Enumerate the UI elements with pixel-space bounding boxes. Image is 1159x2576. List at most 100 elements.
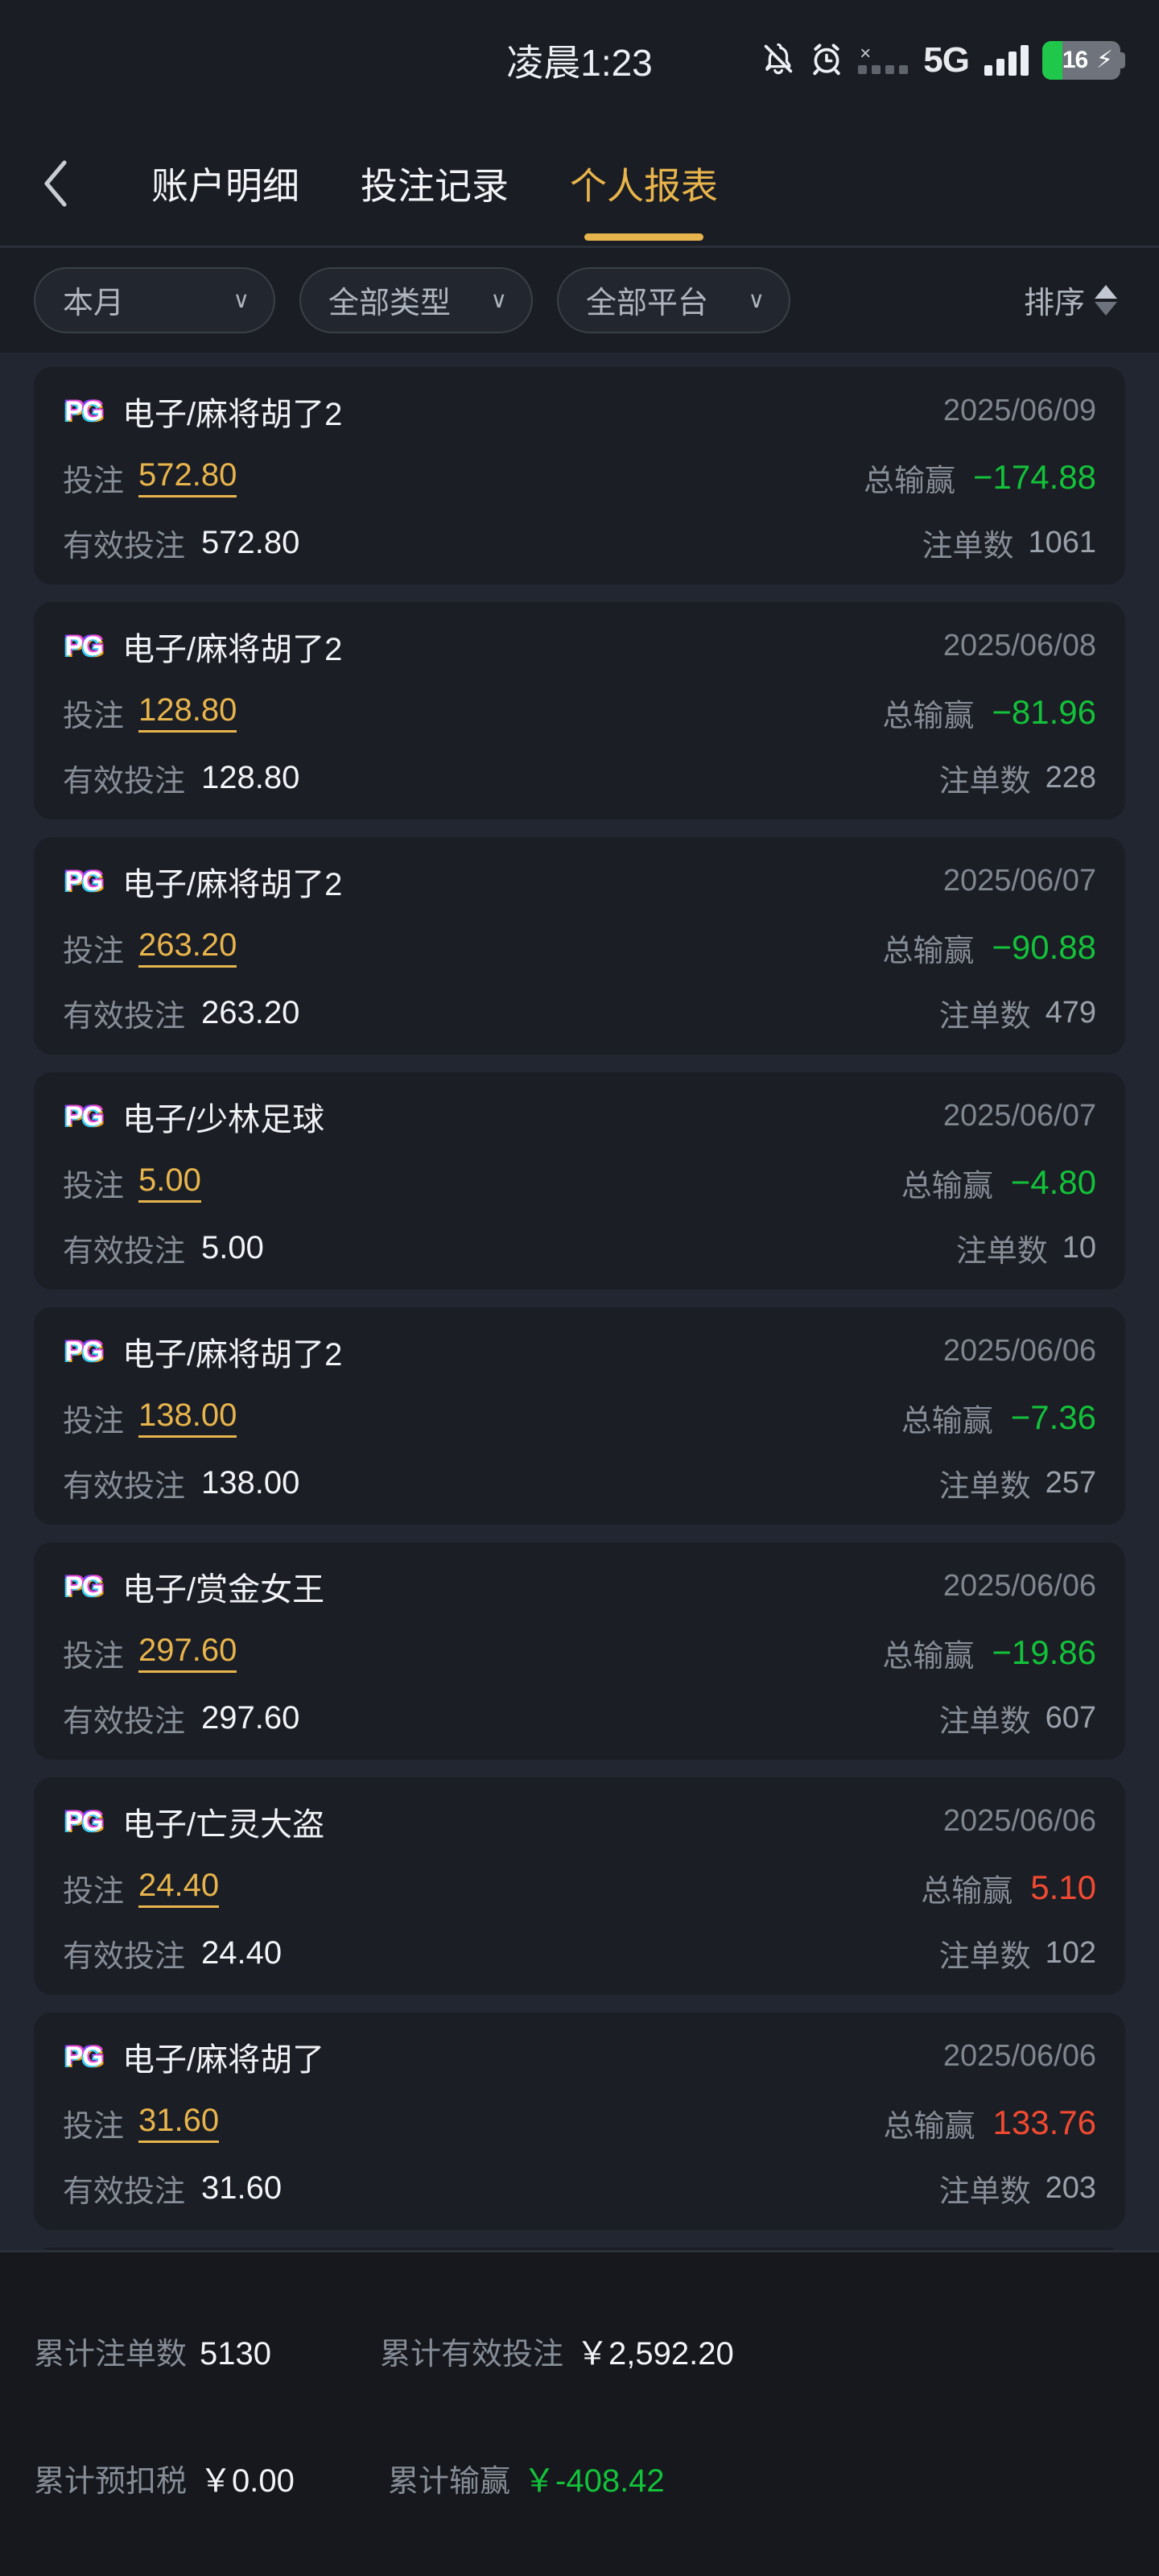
tab-personal-report[interactable]: 个人报表 xyxy=(539,121,749,246)
summary-total-win-loss: 累计输赢 ￥-408.42 xyxy=(388,2454,665,2501)
order-count-group: 注单数 1061 xyxy=(922,521,1096,565)
tab-label: 个人报表 xyxy=(570,164,718,207)
report-card-bet-row: 投注 5.00 总输赢 −4.80 xyxy=(63,1161,1096,1205)
filter-period-dropdown[interactable]: 本月 ∨ xyxy=(34,266,275,333)
bet-group: 投注 128.80 xyxy=(63,691,237,735)
order-count-group: 注单数 607 xyxy=(939,1696,1096,1740)
win-loss-group: 总输赢 −7.36 xyxy=(901,1396,1096,1440)
win-loss-group: 总输赢 −81.96 xyxy=(882,691,1096,735)
win-loss-group: 总输赢 133.76 xyxy=(884,2101,1096,2145)
report-card[interactable]: PG 电子/麻将胡了 2025/06/06 投注 31.60 总输赢 133.76 有效投注 3… xyxy=(34,2012,1125,2230)
summary-total-tax-label: 累计预扣税 xyxy=(34,2465,188,2499)
report-card-valid-row: 有效投注 5.00 注单数 10 xyxy=(63,1226,1096,1270)
tab-bet-record[interactable]: 投注记录 xyxy=(330,121,539,246)
valid-bet-group: 有效投注 24.40 xyxy=(63,1931,282,1975)
game-name: 电子/赏金女王 xyxy=(122,1571,325,1608)
filter-type-label: 全部类型 xyxy=(328,287,452,321)
bet-amount[interactable]: 31.60 xyxy=(138,2103,220,2144)
valid-bet-group: 有效投注 297.60 xyxy=(63,1696,299,1740)
report-card-bet-row: 投注 24.40 总输赢 5.10 xyxy=(63,1866,1096,1910)
summary-row-1: 累计注单数 5130 累计有效投注 ￥2,592.20 xyxy=(34,2327,1125,2374)
report-card[interactable]: PG 电子/少林足球 2025/06/07 投注 5.00 总输赢 −4.80 有效投注 5.0… xyxy=(34,1071,1125,1290)
filter-platform-label: 全部平台 xyxy=(586,287,709,321)
report-card-valid-row: 有效投注 297.60 注单数 607 xyxy=(63,1696,1096,1740)
game-name: 电子/少林足球 xyxy=(122,1101,325,1137)
report-card[interactable]: PG 电子/麻将胡了2 2025/06/09 投注 572.80 总输赢 −174.88 有效… xyxy=(34,366,1125,584)
bet-label: 投注 xyxy=(63,699,125,733)
pg-provider-icon: PG xyxy=(64,2041,103,2072)
bet-amount[interactable]: 263.20 xyxy=(138,927,237,968)
summary-footer: 累计注单数 5130 累计有效投注 ￥2,592.20 累计预扣税 ￥0.00 … xyxy=(0,2250,1159,2576)
order-count-value: 203 xyxy=(1045,2170,1096,2205)
pg-provider-icon: PG xyxy=(64,1335,103,1367)
game-info: PG 电子/麻将胡了2 xyxy=(63,388,342,435)
filter-period-label: 本月 xyxy=(63,287,125,321)
order-count-label: 注单数 xyxy=(938,999,1031,1034)
filter-platform-dropdown[interactable]: 全部平台 ∨ xyxy=(557,266,790,333)
bell-muted-icon xyxy=(761,40,795,81)
bet-amount[interactable]: 128.80 xyxy=(138,692,237,733)
order-count-group: 注单数 203 xyxy=(939,2166,1096,2211)
filter-type-dropdown[interactable]: 全部类型 ∨ xyxy=(299,266,533,333)
summary-total-win-loss-value: ￥-408.42 xyxy=(523,2463,665,2499)
bet-group: 投注 572.80 xyxy=(63,456,237,500)
bet-amount[interactable]: 297.60 xyxy=(138,1633,237,1674)
tab-label: 账户明细 xyxy=(151,164,299,207)
bet-group: 投注 263.20 xyxy=(63,926,237,970)
valid-bet-group: 有效投注 5.00 xyxy=(63,1226,264,1270)
game-info: PG 电子/亡灵大盗 xyxy=(63,1798,324,1845)
report-card-bet-row: 投注 138.00 总输赢 −7.36 xyxy=(63,1396,1096,1440)
order-count-group: 注单数 479 xyxy=(939,991,1096,1035)
game-info: PG 电子/麻将胡了 xyxy=(63,2033,324,2080)
win-loss-label: 总输赢 xyxy=(882,934,975,968)
bet-amount[interactable]: 5.00 xyxy=(138,1162,201,1203)
report-card[interactable]: PG 电子/麻将胡了2 2025/06/08 投注 128.80 总输赢 −81.96 有效投… xyxy=(34,601,1125,819)
report-card[interactable]: PG 电子/麻将胡了2 2025/06/07 投注 263.20 总输赢 −90.88 有效投… xyxy=(34,836,1125,1055)
report-card[interactable]: PG 电子/赏金女王 2025/06/06 投注 297.60 总输赢 −19.86 有效投注… xyxy=(34,1542,1125,1760)
report-card-header: PG 电子/麻将胡了 2025/06/06 xyxy=(63,2033,1096,2080)
report-card[interactable]: PG 电子/麻将胡了2 2025/06/06 投注 138.00 总输赢 −7.36 有效投注… xyxy=(34,1307,1125,1525)
bet-label: 投注 xyxy=(63,464,125,498)
game-info: PG 电子/麻将胡了2 xyxy=(63,623,342,670)
battery-charging-icon: 16 ⚡ xyxy=(1042,41,1125,80)
back-button[interactable] xyxy=(24,151,89,216)
bet-label: 投注 xyxy=(63,1874,125,1909)
game-name: 电子/麻将胡了2 xyxy=(122,1336,343,1373)
report-card-header: PG 电子/麻将胡了2 2025/06/06 xyxy=(63,1328,1096,1375)
win-loss-group: 总输赢 −4.80 xyxy=(901,1161,1096,1205)
valid-bet-group: 有效投注 31.60 xyxy=(63,2166,282,2211)
win-loss-amount: −19.86 xyxy=(992,1633,1096,1672)
status-time: 凌晨1:23 xyxy=(506,42,653,84)
report-card[interactable]: PG 电子/亡灵大盗 2025/06/06 投注 24.40 总输赢 5.10 有效投注 24.… xyxy=(34,1777,1125,1995)
order-count-label: 注单数 xyxy=(922,529,1014,564)
game-info: PG 电子/赏金女王 xyxy=(63,1563,324,1610)
valid-bet-amount: 572.80 xyxy=(201,524,300,560)
bet-label: 投注 xyxy=(63,2109,125,2144)
summary-total-valid-bet-label: 累计有效投注 xyxy=(380,2338,564,2372)
record-date: 2025/06/09 xyxy=(942,394,1096,428)
bet-amount[interactable]: 138.00 xyxy=(138,1397,237,1439)
sort-arrows-icon xyxy=(1095,284,1117,316)
valid-bet-label: 有效投注 xyxy=(63,1704,186,1739)
bet-amount[interactable]: 24.40 xyxy=(138,1868,220,1909)
report-card-valid-row: 有效投注 138.00 注单数 257 xyxy=(63,1461,1096,1505)
record-date: 2025/06/07 xyxy=(942,1099,1096,1133)
order-count-value: 228 xyxy=(1045,760,1096,795)
sort-control[interactable]: 排序 xyxy=(1024,278,1127,322)
valid-bet-label: 有效投注 xyxy=(63,999,186,1034)
record-date: 2025/06/06 xyxy=(942,1569,1096,1604)
valid-bet-amount: 263.20 xyxy=(201,994,300,1030)
report-card-valid-row: 有效投注 31.60 注单数 203 xyxy=(63,2166,1096,2211)
valid-bet-label: 有效投注 xyxy=(63,1234,186,1269)
report-card-header: PG 电子/少林足球 2025/06/07 xyxy=(63,1093,1096,1140)
win-loss-label: 总输赢 xyxy=(882,1639,975,1674)
pg-provider-icon: PG xyxy=(64,630,103,662)
report-list[interactable]: PG 电子/麻将胡了2 2025/06/09 投注 572.80 总输赢 −174.88 有效… xyxy=(0,352,1159,2250)
valid-bet-amount: 31.60 xyxy=(201,2169,283,2206)
order-count-label: 注单数 xyxy=(938,2174,1031,2209)
bet-amount[interactable]: 572.80 xyxy=(138,457,237,498)
tab-account-detail[interactable]: 账户明细 xyxy=(121,121,330,246)
win-loss-label: 总输赢 xyxy=(883,2109,975,2144)
summary-total-valid-bet: 累计有效投注 ￥2,592.20 xyxy=(380,2327,734,2374)
